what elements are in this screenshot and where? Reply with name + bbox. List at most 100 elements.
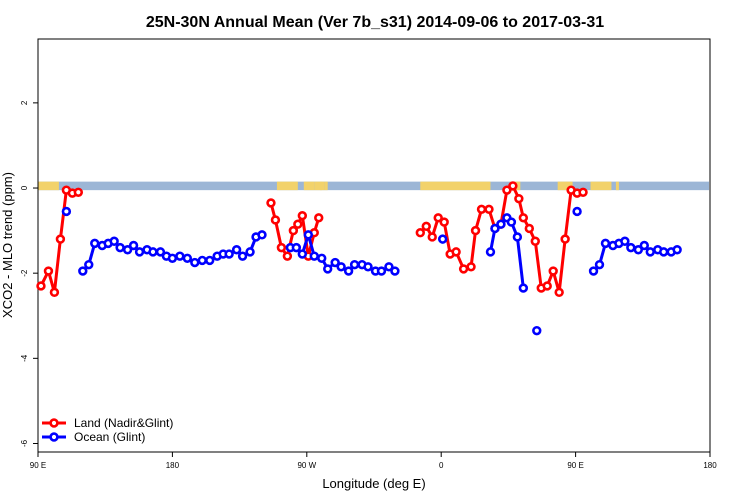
series-0-point-2-1 <box>421 221 431 232</box>
series-1-point-1-11 <box>148 247 158 257</box>
series-1-point-2-4 <box>309 251 319 261</box>
series-0-point-1-3 <box>282 251 293 261</box>
series-1-point-1-6 <box>115 242 125 253</box>
land-band-3 <box>314 181 322 191</box>
series-0-point-2-19 <box>530 236 540 246</box>
series-0-point-1-0 <box>266 198 276 208</box>
legend-label-0: Land (Nadir&Glint) <box>74 416 173 430</box>
series-1-point-2-16 <box>390 266 400 276</box>
ocean-band <box>39 181 709 191</box>
series-1-point-7-8 <box>639 240 649 251</box>
series-0-point-2-7 <box>458 264 469 274</box>
series-1-point-7-11 <box>659 247 669 257</box>
legend-marker-0 <box>49 418 59 428</box>
series-1-point-2-3 <box>303 230 313 240</box>
series-0-point-0-1 <box>43 266 54 276</box>
y-tick-label-2: -2 <box>20 269 29 277</box>
series-1-point-7-5 <box>620 236 630 246</box>
y-tick-label-0: 2 <box>20 100 29 105</box>
series-0-point-2-16 <box>514 193 524 204</box>
land-band-6 <box>420 181 491 191</box>
y-axis-label: XCO2 - MLO trend (ppm) <box>0 172 15 318</box>
series-0-point-1-6 <box>297 210 308 221</box>
series-1-point-1-5 <box>109 236 119 246</box>
series-0-point-1-1 <box>270 215 281 225</box>
series-1-point-7-9 <box>645 247 655 257</box>
series-1-point-1-18 <box>197 255 207 266</box>
series-0-point-2-22 <box>548 266 558 276</box>
series-0-point-2-11 <box>484 204 494 215</box>
series-1-point-1-25 <box>245 247 255 257</box>
land-band-2 <box>303 181 315 191</box>
series-1 <box>61 206 682 336</box>
series-1-point-6-0 <box>572 206 582 217</box>
series-0-point-1-4 <box>288 225 299 236</box>
series-1-point-2-6 <box>323 264 333 274</box>
series-0-point-1-2 <box>276 242 287 253</box>
series-1-point-2-12 <box>363 262 373 272</box>
series-1-point-0-0 <box>61 206 72 217</box>
series-1-point-1-23 <box>231 245 242 255</box>
y-tick-label-4: -6 <box>20 439 29 447</box>
x-tick-label-5: 180 <box>703 461 717 470</box>
x-tick-label-1: 180 <box>166 461 180 470</box>
series-1-point-7-1 <box>594 259 605 270</box>
series-0-point-0-2 <box>49 287 60 298</box>
land-ocean-mask <box>38 181 709 191</box>
series-1-point-1-19 <box>205 255 215 266</box>
land-band-8 <box>557 181 573 191</box>
x-tick-label-2: 90 W <box>297 461 316 470</box>
series-1-point-2-2 <box>297 249 308 259</box>
series-1-point-7-13 <box>672 245 682 255</box>
series-1-point-1-27 <box>257 230 267 240</box>
series-1-point-7-2 <box>600 238 611 249</box>
land-band-0 <box>38 181 59 191</box>
series-0 <box>36 181 588 298</box>
x-axis-ticks: 90 E 180 90 W 0 90 E 180 <box>30 452 717 470</box>
series-1-point-1-1 <box>84 259 94 270</box>
x-tick-label-0: 90 E <box>30 461 46 470</box>
series-layer <box>36 181 682 336</box>
series-1-point-2-8 <box>336 262 346 272</box>
series-0-point-0-0 <box>36 281 46 291</box>
series-0-point-2-17 <box>518 213 529 223</box>
plot-frame <box>37 38 711 453</box>
series-1-point-4-6 <box>518 283 529 293</box>
series-1-point-1-17 <box>190 257 200 268</box>
land-band-9 <box>590 181 612 191</box>
series-1-point-2-14 <box>376 266 387 276</box>
legend-marker-1 <box>49 432 59 442</box>
land-band-1 <box>276 181 298 191</box>
series-0-point-2-27 <box>578 187 588 197</box>
series-0-point-2-2 <box>427 232 437 242</box>
series-1-point-7-7 <box>633 245 644 255</box>
series-1-point-1-0 <box>78 266 88 276</box>
series-0-point-0-6 <box>73 187 84 197</box>
series-1-point-2-9 <box>343 266 354 276</box>
series-1-point-1-12 <box>155 247 166 257</box>
series-1-point-1-15 <box>175 251 185 261</box>
series-1-point-4-1 <box>490 223 500 234</box>
series-0-point-0-3 <box>55 234 66 244</box>
y-tick-label-3: -4 <box>20 354 29 362</box>
legend-label-1: Ocean (Glint) <box>74 430 145 444</box>
series-1-point-1-9 <box>134 247 145 257</box>
series-1-point-1-7 <box>122 245 133 255</box>
series-1-point-2-15 <box>384 262 394 272</box>
legend: Land (Nadir&Glint)Ocean (Glint) <box>42 416 173 444</box>
series-1-point-1-2 <box>90 238 100 249</box>
series-1-point-3-0 <box>437 234 448 244</box>
series-0-point-2-18 <box>524 223 535 234</box>
series-1-point-1-8 <box>128 240 139 251</box>
series-1-point-2-10 <box>349 259 360 270</box>
series-0-point-2-21 <box>542 281 552 291</box>
series-1-point-7-6 <box>626 242 636 253</box>
series-0-point-2-23 <box>554 287 564 298</box>
series-1-point-5-0 <box>532 325 542 336</box>
series-0-point-2-24 <box>560 234 570 244</box>
x-tick-label-3: 0 <box>439 461 444 470</box>
x-tick-label-4: 90 E <box>567 461 583 470</box>
land-band-4 <box>320 181 325 191</box>
series-0-point-2-0 <box>415 228 425 238</box>
series-1-point-4-4 <box>506 217 517 227</box>
